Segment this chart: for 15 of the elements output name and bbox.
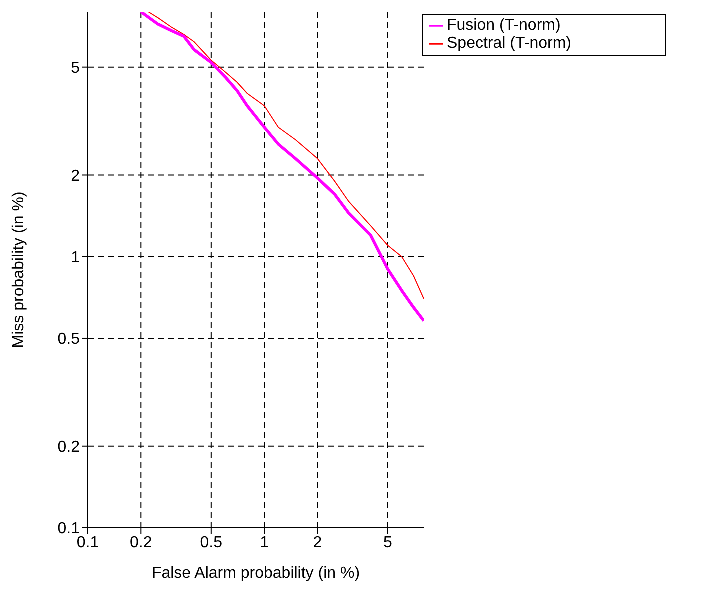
legend-label: Spectral (T-norm) [447,35,572,52]
y-axis-title: Miss probability (in %) [10,192,28,348]
x-tick-label: 2 [313,534,322,552]
legend-label: Fusion (T-norm) [447,17,561,34]
y-tick-label: 1 [71,250,80,267]
y-tick-label: 5 [71,60,80,78]
y-tick-label: 2 [71,168,80,185]
x-axis-title: False Alarm probability (in %) [152,565,360,582]
x-tick-label: 0.2 [130,534,152,552]
y-tick-label: 0.2 [58,439,80,456]
y-tick-label: 0.5 [58,331,80,348]
x-tick-label: 1 [260,534,270,552]
x-tick-label: 0.5 [200,534,223,552]
y-tick-label: 0.1 [58,520,80,538]
x-tick-label: 5 [384,534,393,552]
